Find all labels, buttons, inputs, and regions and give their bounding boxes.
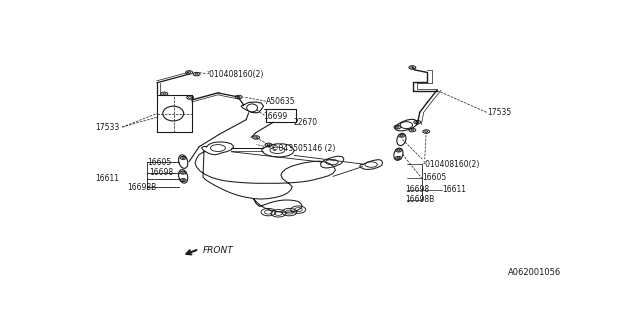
Text: ²010408160(2): ²010408160(2) [207,70,264,79]
Text: 16699: 16699 [264,111,288,121]
Text: 16698B: 16698B [405,195,434,204]
Text: 16605: 16605 [147,158,172,167]
Text: FRONT: FRONT [203,246,234,255]
Text: A062001056: A062001056 [508,268,561,277]
Text: 16611: 16611 [95,174,119,183]
Text: 17535: 17535 [486,108,511,117]
Text: ²010408160(2): ²010408160(2) [422,160,479,169]
Text: 16698: 16698 [405,185,429,195]
Text: ©043505146 (2): ©043505146 (2) [271,144,335,153]
Text: 16698: 16698 [150,168,173,177]
Text: A50635: A50635 [266,97,296,106]
Text: 16611: 16611 [442,185,466,195]
Text: 16698B: 16698B [127,183,156,192]
Text: 22670: 22670 [293,118,317,127]
Text: 16605: 16605 [422,173,447,182]
Text: 17533: 17533 [95,123,119,132]
